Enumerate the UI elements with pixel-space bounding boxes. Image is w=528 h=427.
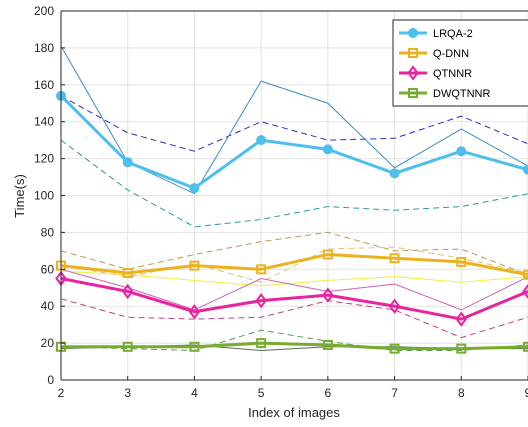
series-line-2 [60,277,528,321]
y-tick-label: 0 [47,373,54,387]
legend-label: DWQTNNR [433,88,490,100]
x-tick-label: 7 [391,386,398,400]
data-point [122,341,133,352]
data-point [255,292,267,309]
x-tick-label: 6 [325,386,332,400]
legend-item: LRQA-2 [399,28,473,40]
series-line-3 [61,341,528,351]
legend-marker [408,88,418,98]
y-tick-label: 180 [34,41,54,55]
band-line-1-1 [60,270,528,287]
band-line-2-0 [60,298,528,339]
x-tick-label: 4 [191,386,198,400]
x-tick-label: 8 [458,386,465,400]
data-point [122,157,133,168]
data-point [189,183,200,194]
data-point [389,343,400,354]
series-lrqa-2 [56,90,528,194]
band-line-2-1 [60,268,528,311]
data-point [121,283,134,300]
data-point [523,164,528,175]
band-line-3-0 [60,329,528,351]
x-tick-label: 5 [258,386,265,400]
data-point [322,249,333,260]
y-tick-label: 200 [34,4,54,18]
data-point [122,267,133,278]
series-lines [55,90,528,354]
legend-item: QTNNR [399,65,472,81]
data-point [389,168,400,179]
data-point [522,283,528,300]
data-point [322,287,334,303]
legend-label: Q-DNN [433,48,469,60]
y-axis-label: Time(s) [12,174,27,218]
band-line-1-0 [60,231,528,276]
band-line-0-2 [60,139,528,228]
band-line-1-2 [60,246,528,283]
y-tick-label: 20 [41,336,55,350]
series-q-dnn [56,249,528,280]
band-line-0-0 [60,95,528,152]
data-point [388,298,401,314]
data-point [189,341,200,352]
data-point [523,341,528,352]
data-point [256,338,267,349]
tick-labels: 2 3 4 5 6 7 8 9 0 20 40 60 80 100 120 140 160 180 200 [34,4,528,400]
data-point [256,264,267,275]
series-line-1 [60,253,528,277]
data-point [456,146,467,157]
y-tick-label: 120 [34,152,54,166]
data-point [455,311,468,327]
x-tick-label: 9 [525,386,528,400]
data-point [322,144,333,155]
data-point [523,269,528,280]
series-dwqtnnr [56,338,528,354]
legend-label: LRQA-2 [433,28,473,40]
legend: LRQA-2 Q-DNN QTNNR DWQTNNR [392,19,528,107]
legend-label: QTNNR [433,68,472,80]
legend-marker [407,65,419,81]
data-point [322,339,333,350]
legend-marker [408,48,418,58]
data-point [456,256,467,267]
data-point [188,304,201,320]
y-tick-label: 60 [41,262,55,276]
data-point [256,135,267,146]
data-point [389,253,400,264]
axes [60,10,528,381]
y-tick-label: 100 [34,189,54,203]
x-axis-label: Index of images [248,405,340,420]
data-point [189,260,200,271]
legend-item: Q-DNN [399,48,469,60]
legend-item: DWQTNNR [399,88,490,100]
series-line-0 [59,94,528,190]
x-tick-label: 2 [58,386,65,400]
y-tick-label: 80 [41,225,55,239]
x-tick-label: 3 [124,386,131,400]
legend-marker [408,28,418,38]
y-tick-label: 140 [34,115,54,129]
y-tick-label: 40 [41,299,55,313]
data-point [456,343,467,354]
y-tick-label: 160 [34,78,54,92]
